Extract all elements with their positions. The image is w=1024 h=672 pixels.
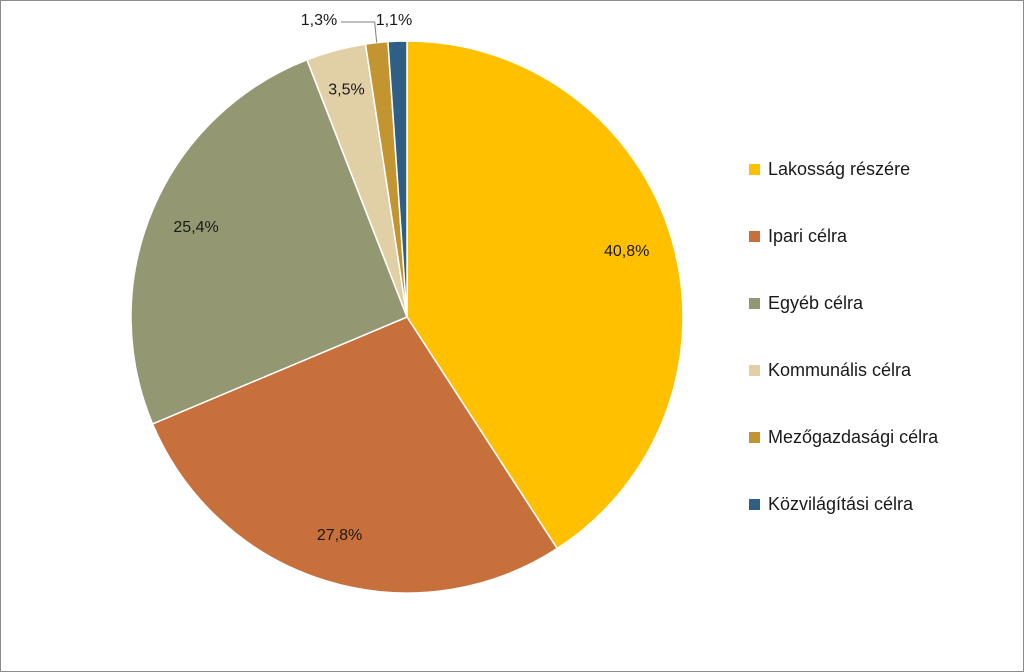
data-label: 27,8%: [317, 527, 362, 544]
legend-label: Kommunális célra: [768, 360, 912, 380]
legend-swatch: [749, 499, 760, 510]
pie-slice: [130, 58, 408, 425]
pie-slice: [151, 316, 559, 594]
legend-swatch: [749, 365, 760, 376]
pie-slice: [406, 40, 684, 550]
legend-item: Lakosság részére: [749, 155, 1019, 222]
data-label: 1,3%: [301, 12, 337, 29]
legend-item: Egyéb célra: [749, 289, 1019, 356]
legend: Lakosság részére Ipari célra Egyéb célra…: [749, 155, 1019, 557]
legend-swatch: [749, 298, 760, 309]
legend-item: Közvilágítási célra: [749, 490, 1019, 557]
pie-slice: [387, 40, 408, 318]
legend-label: Mezőgazdasági célra: [768, 427, 939, 447]
data-label: 40,8%: [604, 243, 649, 260]
legend-label: Ipari célra: [768, 226, 848, 246]
legend-item: Mezőgazdasági célra: [749, 423, 1019, 490]
legend-label: Lakosság részére: [768, 159, 911, 179]
data-label: 3,5%: [328, 82, 364, 99]
data-label: 1,1%: [376, 12, 412, 29]
legend-swatch: [749, 432, 760, 443]
legend-item: Kommunális célra: [749, 356, 1019, 423]
leader-line: [341, 21, 378, 43]
data-label: 25,4%: [173, 219, 218, 236]
legend-swatch: [749, 231, 760, 242]
legend-swatch: [749, 164, 760, 175]
legend-label: Egyéb célra: [768, 293, 864, 313]
legend-item: Ipari célra: [749, 222, 1019, 289]
legend-label: Közvilágítási célra: [768, 494, 914, 514]
